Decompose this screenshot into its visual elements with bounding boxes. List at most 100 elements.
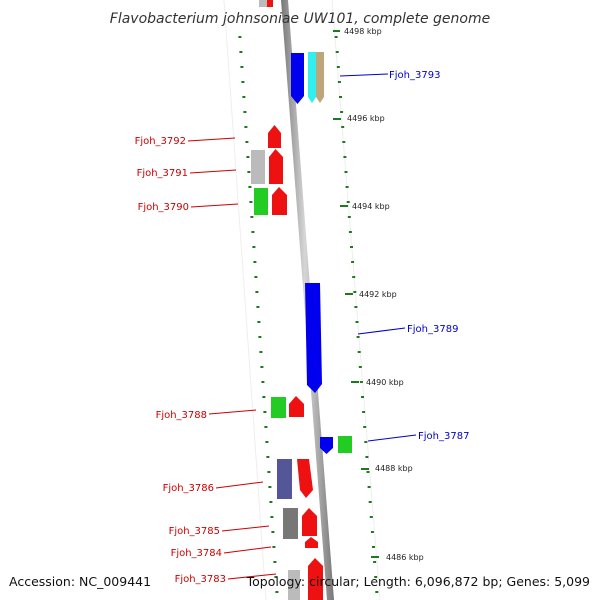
gene-label-fjoh-3789[interactable]: Fjoh_3789 <box>407 324 458 335</box>
scale-dot <box>369 516 373 518</box>
tick-label: 4496 kbp <box>347 114 385 123</box>
scale-dot <box>247 171 251 173</box>
gene-label-fjoh-3787[interactable]: Fjoh_3787 <box>418 431 469 442</box>
gene-labels: Fjoh_3793 Fjoh_3792 Fjoh_3791 Fjoh_3790 … <box>135 70 470 585</box>
gene-fjoh-3791[interactable] <box>269 149 283 184</box>
tick-label: 4498 kbp <box>344 27 382 36</box>
accession-text: Accession: NC_009441 <box>9 574 151 589</box>
scale-dot <box>361 396 364 398</box>
scale-dot <box>337 81 341 83</box>
scale-dot <box>243 111 247 113</box>
gene-fjoh-3793-cyan[interactable] <box>308 52 316 103</box>
tick-label: 4492 kbp <box>359 290 397 299</box>
scale-dot <box>249 201 253 203</box>
tick-label: 4488 kbp <box>375 464 413 473</box>
scale-dot <box>273 561 277 563</box>
scale-dot <box>375 591 379 593</box>
scale-dot <box>347 216 351 218</box>
gene-fjoh-3787-green[interactable] <box>338 436 352 453</box>
scale-dot <box>373 561 377 563</box>
genome-title: Flavobacterium johnsoniae UW101, complet… <box>110 11 490 27</box>
scale-dot <box>343 156 347 158</box>
scale-tick-marks <box>333 30 379 558</box>
gene-fjoh-3790[interactable] <box>272 187 287 215</box>
label-leaders <box>187 73 417 580</box>
scale-dot <box>362 411 366 413</box>
scale-dot <box>357 351 361 353</box>
gene-fjoh-3791-grey[interactable] <box>251 150 265 184</box>
scale-dot <box>352 276 356 278</box>
gene-fjoh-3788-green[interactable] <box>271 397 286 418</box>
scale-dot <box>242 96 246 98</box>
scale-dot <box>257 321 261 323</box>
gene-label-fjoh-3788[interactable]: Fjoh_3788 <box>156 410 207 421</box>
scale-dot <box>248 186 252 188</box>
gene-fjoh-3785-grey[interactable] <box>283 508 298 539</box>
gene-fjoh-3789[interactable] <box>305 283 322 393</box>
scale-dot <box>272 546 276 548</box>
gene-fjoh-3788[interactable] <box>289 396 304 417</box>
scale-dot <box>269 501 273 503</box>
gene-label-fjoh-3786[interactable]: Fjoh_3786 <box>163 483 214 494</box>
gene-label-fjoh-3792[interactable]: Fjoh_3792 <box>135 136 186 147</box>
gene-label-fjoh-3783[interactable]: Fjoh_3783 <box>175 574 226 585</box>
scale-dot <box>253 261 257 263</box>
gene-fjoh-3784[interactable] <box>305 537 318 548</box>
scale-dot <box>351 261 355 263</box>
scale-dot <box>367 486 371 488</box>
scale-dot <box>354 306 358 308</box>
scale-dot <box>252 246 256 248</box>
scale-dot <box>372 546 375 548</box>
scale-dot <box>353 291 357 293</box>
scale-dot <box>245 141 249 143</box>
tick-label: 4494 kbp <box>352 202 390 211</box>
scale-dot <box>342 141 346 143</box>
gene-label-fjoh-3790[interactable]: Fjoh_3790 <box>138 202 189 213</box>
scale-dot <box>260 366 264 368</box>
gene-fjoh-3785[interactable] <box>302 508 317 536</box>
scale-dot <box>261 381 265 383</box>
tick-label: 4490 kbp <box>366 378 404 387</box>
scale-dot <box>240 66 244 68</box>
scale-dot <box>374 576 378 578</box>
gene-fjoh-3792[interactable] <box>268 125 281 148</box>
gene-label-fjoh-3791[interactable]: Fjoh_3791 <box>137 168 188 179</box>
scale-dot <box>344 171 348 173</box>
scale-dot <box>359 381 363 383</box>
scale-dot <box>251 231 255 233</box>
scale-dot <box>348 231 352 233</box>
gene-fjoh-3793-tan[interactable] <box>316 52 324 103</box>
scale-dot <box>358 366 362 368</box>
scale-tick-labels: 4498 kbp 4496 kbp 4494 kbp 4492 kbp 4490… <box>344 27 424 562</box>
scale-dot <box>238 36 242 38</box>
scale-dot <box>336 66 340 68</box>
gene-fjoh-3793-blue[interactable] <box>291 53 304 104</box>
scale-dot <box>270 516 274 518</box>
gene-fjoh-3786[interactable] <box>297 459 313 498</box>
scale-dot <box>265 441 269 443</box>
gene-label-fjoh-3793[interactable]: Fjoh_3793 <box>389 70 440 81</box>
scale-dot <box>356 336 360 338</box>
scale-dot <box>264 426 268 428</box>
scale-dots <box>238 36 379 593</box>
scale-dot <box>266 456 270 458</box>
gene-fjoh-3786-purple[interactable] <box>277 459 292 499</box>
scale-dot <box>254 276 258 278</box>
gene-label-fjoh-3784[interactable]: Fjoh_3784 <box>171 548 222 559</box>
scale-dot <box>346 201 350 203</box>
gene-fjoh-3787-blue[interactable] <box>320 437 333 454</box>
gene-fjoh-3790-green[interactable] <box>254 188 268 215</box>
tick-label: 4486 kbp <box>386 553 424 562</box>
scale-dot <box>268 486 272 488</box>
scale-dot <box>250 216 254 218</box>
scale-dot <box>370 531 374 533</box>
scale-dot <box>241 81 245 83</box>
scale-dot <box>255 291 259 293</box>
gene-label-fjoh-3785[interactable]: Fjoh_3785 <box>169 526 220 537</box>
scale-dot <box>339 96 342 98</box>
scale-dot <box>365 456 369 458</box>
scale-dot <box>259 351 263 353</box>
scale-dot <box>274 576 278 578</box>
gene-fjoh-3783[interactable] <box>288 558 323 600</box>
